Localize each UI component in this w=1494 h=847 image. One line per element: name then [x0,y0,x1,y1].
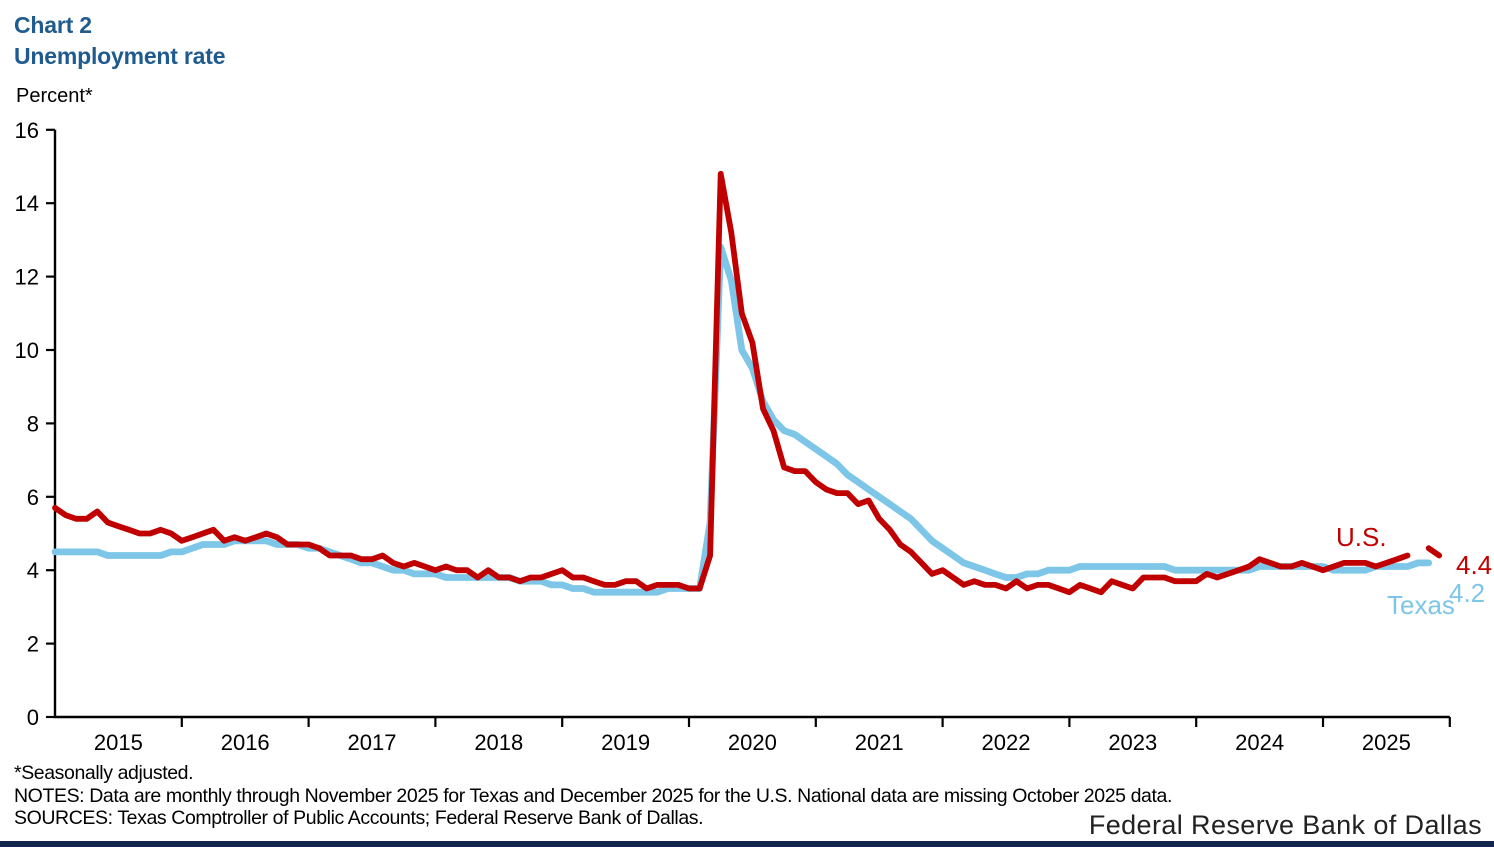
axis-lines [53,129,1450,719]
y-axis-tick-label: 0 [27,705,39,730]
footnote-seasonally-adjusted: *Seasonally adjusted. [14,762,194,784]
x-axis-year-label: 2022 [982,730,1031,755]
x-axis-year-label: 2019 [601,730,650,755]
chart-number: Chart 2 [14,12,92,38]
x-axis-year-label: 2021 [855,730,904,755]
y-axis-tick-label: 12 [15,265,39,290]
series-line-us [52,170,1411,596]
x-axis-year-label: 2025 [1362,730,1411,755]
series-end-value-texas: 4.2 [1449,578,1485,608]
x-axis-year-label: 2024 [1235,730,1284,755]
y-axis-tick-label: 14 [15,191,39,216]
y-axis-tick-label: 4 [27,558,39,583]
x-axis-year-label: 2018 [474,730,523,755]
notes-line: NOTES: Data are monthly through November… [14,784,1172,807]
chart-header: Chart 2 Unemployment rate [14,10,226,72]
series-end-value-us: 4.4 [1456,550,1492,580]
dallas-fed-wordmark: Federal Reserve Bank of Dallas [1088,810,1482,840]
y-axis-tick-label: 16 [15,118,39,143]
y-axis-unit-label: Percent* [16,85,93,107]
x-axis-year-label: 2023 [1108,730,1157,755]
x-axis-year-label: 2017 [348,730,397,755]
sources-line: SOURCES: Texas Comptroller of Public Acc… [14,807,704,829]
x-axis-year-label: 2015 [94,730,143,755]
y-axis-tick-label: 10 [15,338,39,363]
x-axis-year-label: 2020 [728,730,777,755]
y-axis-tick-label: 6 [27,485,39,510]
series-line-texas [51,243,1433,596]
series-name-label-us: U.S. [1336,522,1387,552]
chart-title: Unemployment rate [14,43,226,69]
series-name-label-texas: Texas [1387,590,1455,620]
y-axis-tick-label: 2 [27,632,39,657]
series-line-us [1425,545,1443,559]
footer-navy-bar [0,841,1494,847]
y-axis-tick-label: 8 [27,411,39,436]
chart-notes: *Seasonally adjusted. NOTES: Data are mo… [14,762,1172,830]
x-axis-year-label: 2016 [221,730,270,755]
